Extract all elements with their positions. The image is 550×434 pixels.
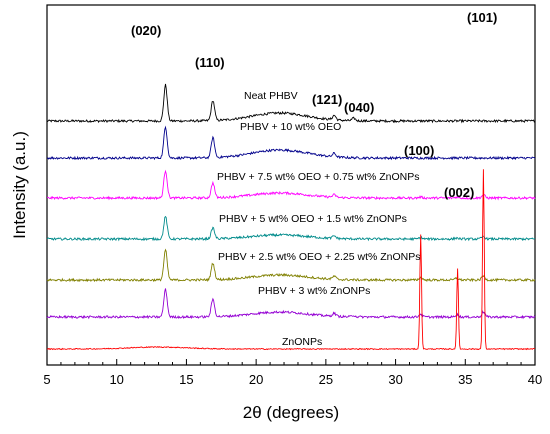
series-label: PHBV + 10 wt% OEO <box>240 121 341 133</box>
peak-label-040: (040) <box>344 100 374 115</box>
series-line <box>46 215 536 242</box>
x-tick-label: 10 <box>109 372 123 387</box>
plot-frame <box>46 4 536 366</box>
peak-label-110: (110) <box>195 55 225 70</box>
series-label: PHBV + 3 wt% ZnONPs <box>258 285 370 297</box>
series-line <box>46 248 536 283</box>
x-tick-label: 30 <box>388 372 402 387</box>
peak-label-100: (100) <box>404 143 434 158</box>
y-axis-title: Intensity (a.u.) <box>10 131 29 239</box>
x-tick-label: 35 <box>458 372 472 387</box>
peak-label-020: (020) <box>131 23 161 38</box>
peak-label-101: (101) <box>467 10 497 25</box>
x-tick-label: 20 <box>249 372 263 387</box>
series-line <box>46 83 535 124</box>
plot-area <box>46 4 536 366</box>
x-tick-label: 40 <box>528 372 542 387</box>
peak-label-002: (002) <box>444 185 474 200</box>
series-label: Neat PHBV <box>244 90 298 102</box>
series-label: ZnONPs <box>282 336 322 348</box>
peak-label-121: (121) <box>312 92 342 107</box>
series-line <box>46 288 536 320</box>
series-label: PHBV + 5 wt% OEO + 1.5 wt% ZnONPs <box>219 213 407 225</box>
x-tick-label: 5 <box>43 372 50 387</box>
x-tick-label: 25 <box>319 372 333 387</box>
x-ticks <box>46 359 536 365</box>
series-line <box>46 169 536 351</box>
curves <box>46 83 536 351</box>
series-line <box>46 125 536 161</box>
series-line <box>46 169 536 201</box>
x-tick-label: 15 <box>179 372 193 387</box>
series-label: PHBV + 2.5 wt% OEO + 2.25 wt% ZnONPs <box>218 251 421 263</box>
x-axis-title: 2θ (degrees) <box>243 403 339 422</box>
series-label: PHBV + 7.5 wt% OEO + 0.75 wt% ZnONPs <box>217 171 420 183</box>
